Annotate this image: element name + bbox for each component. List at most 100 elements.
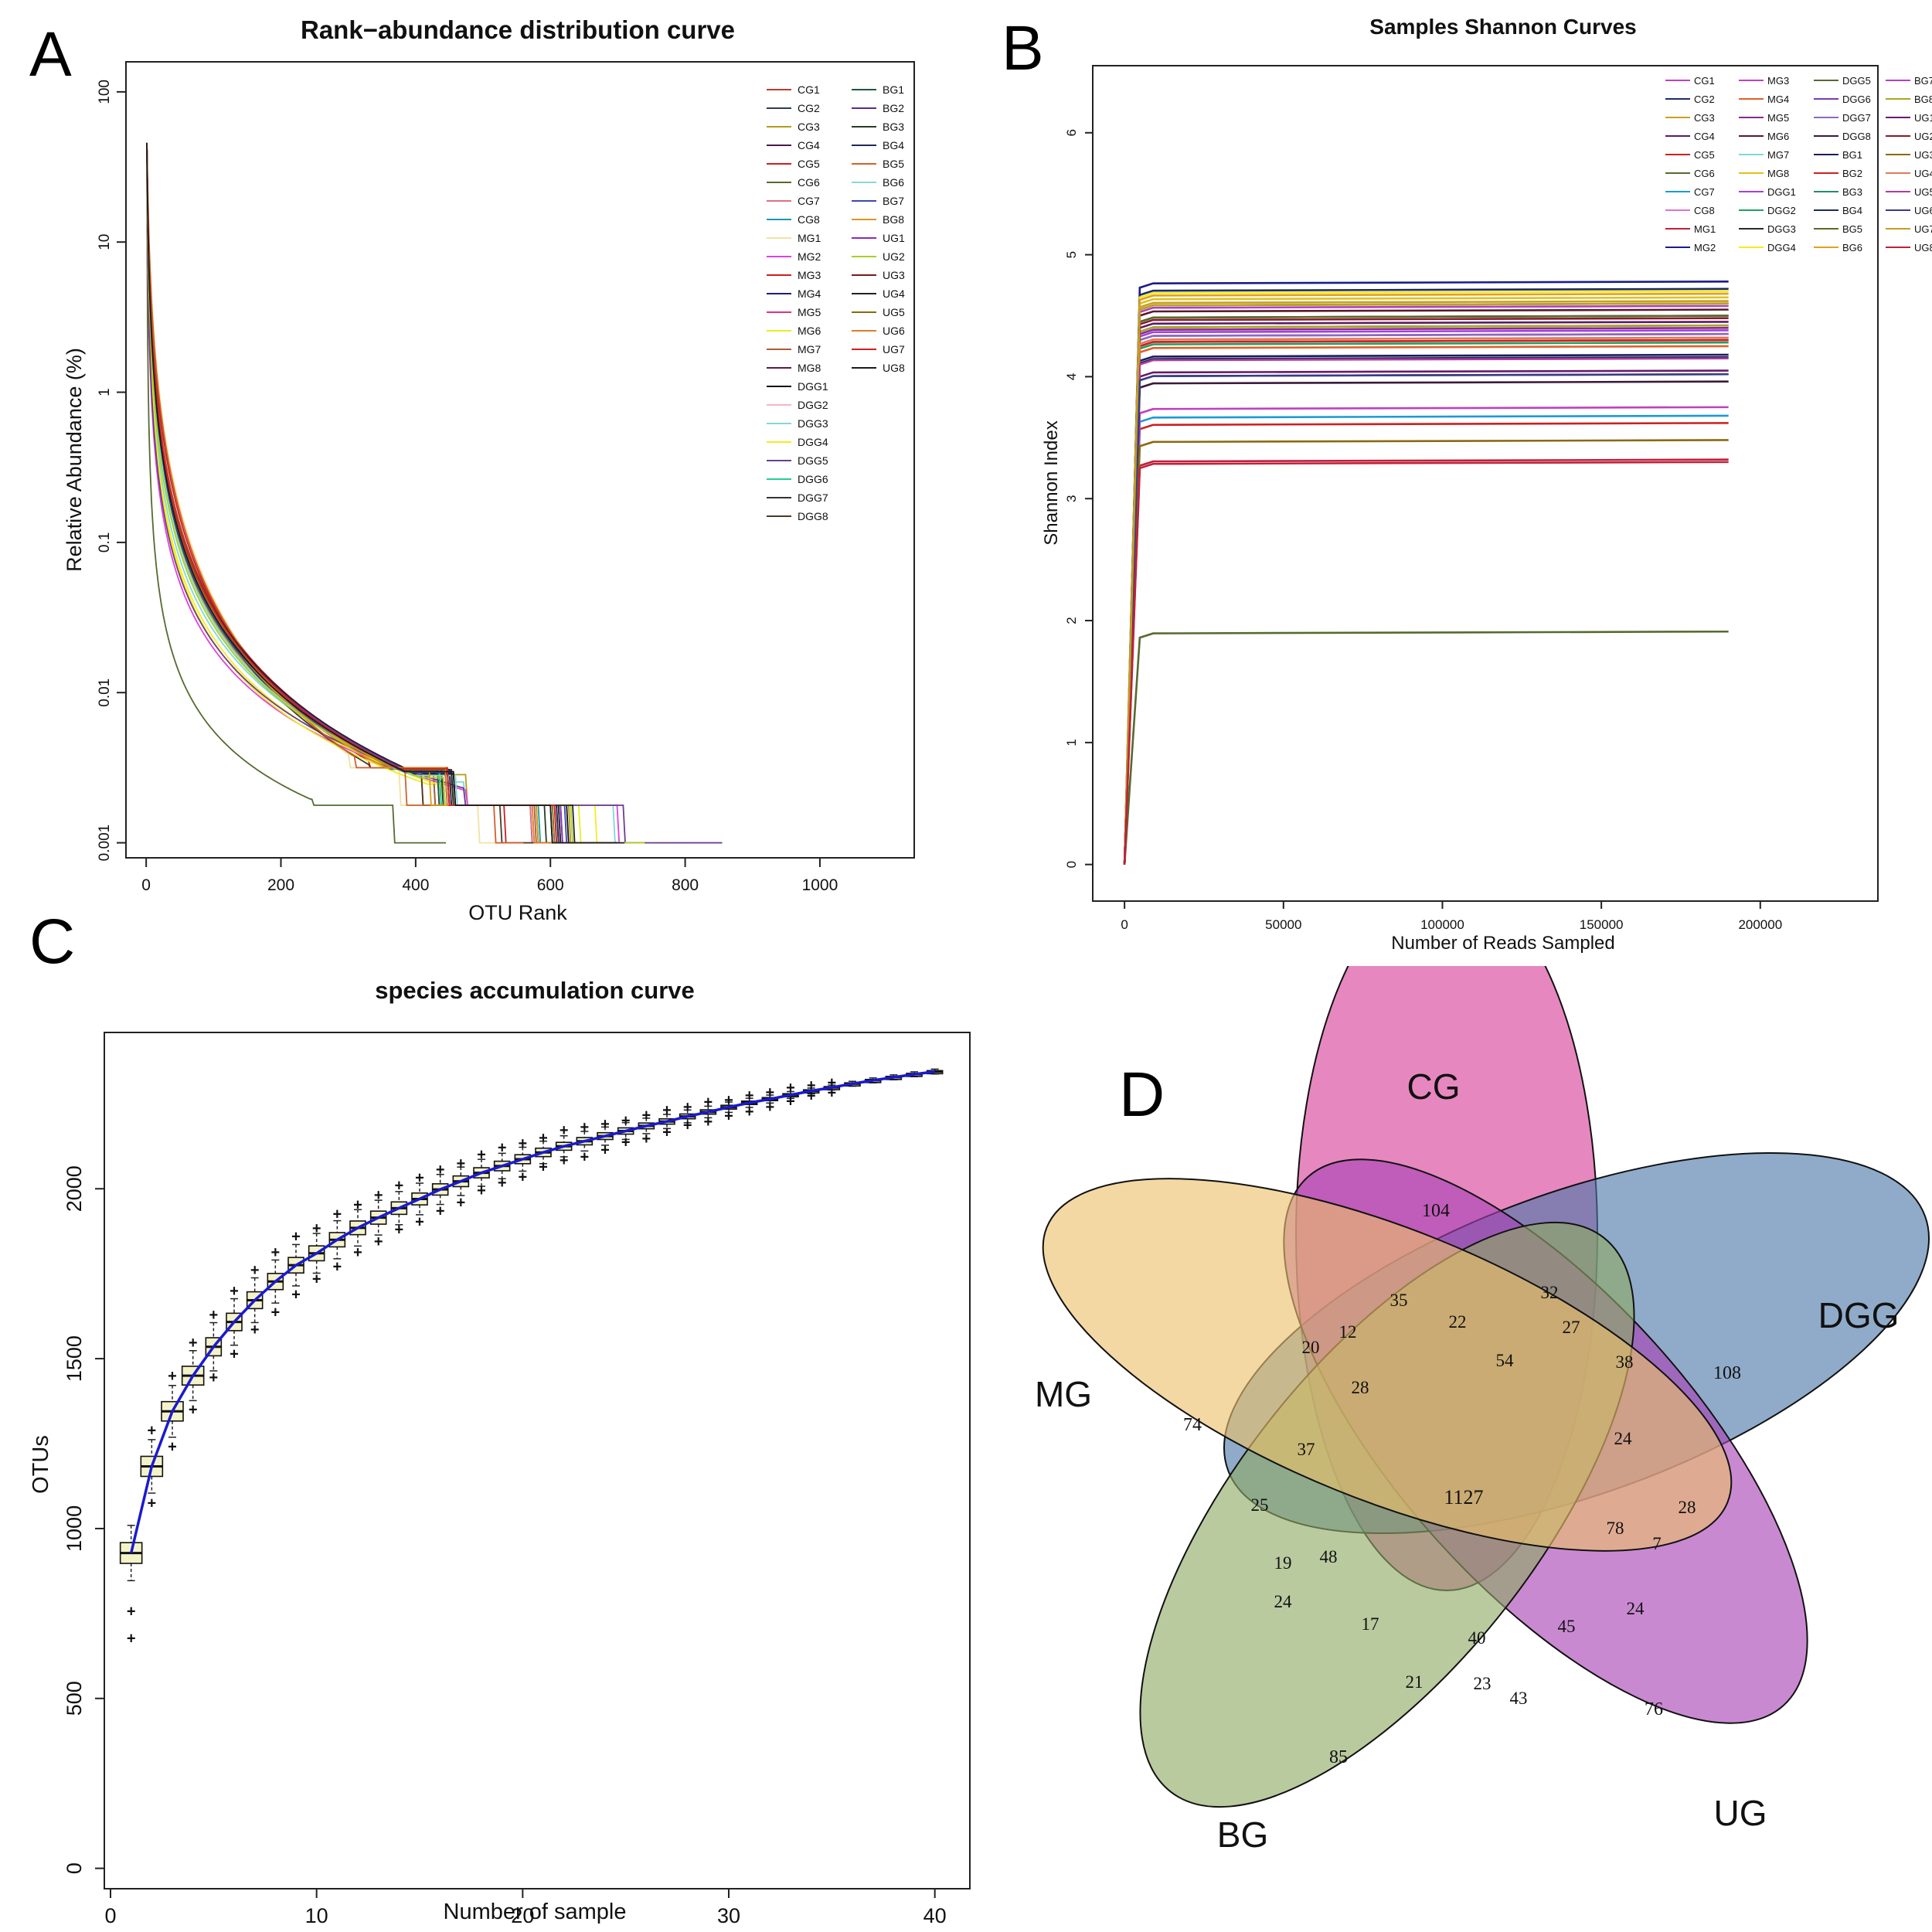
- chart-a-y-label: Relative Abundance (%): [63, 348, 86, 572]
- chart-c-outlier: +: [498, 1139, 507, 1156]
- chart-c-y-tick-label: 2000: [63, 1165, 86, 1212]
- chart-a-legend-label: MG1: [798, 232, 821, 244]
- chart-c-outlier: +: [127, 1631, 136, 1648]
- chart-c-outlier: +: [270, 1304, 280, 1321]
- chart-a-x-label: OTU Rank: [468, 901, 567, 924]
- chart-b-series-line: [1123, 422, 1729, 865]
- chart-b-legend-label: MG6: [1767, 131, 1789, 142]
- chart-a-y-tick-label: 10: [97, 234, 113, 250]
- chart-c-outlier: +: [560, 1152, 569, 1169]
- venn-region-54: 54: [1496, 1351, 1515, 1370]
- chart-a-series-line: [146, 142, 584, 844]
- venn-region-40: 40: [1468, 1628, 1486, 1648]
- chart-c-outlier: +: [683, 1099, 692, 1116]
- chart-a-legend-label: UG4: [883, 287, 905, 300]
- species-accumulation-chart: species accumulation curve +++++++++++++…: [29, 977, 971, 1927]
- chart-a-legend-label: MG2: [798, 250, 821, 263]
- venn-label-bg: BG: [1217, 1815, 1268, 1855]
- chart-a-legend-label: MG7: [798, 343, 821, 355]
- chart-a-y-tick-label: 1: [97, 388, 113, 396]
- chart-a-series-line: [146, 142, 611, 844]
- chart-c-y-tick-label: 1000: [63, 1505, 86, 1552]
- chart-b-legend-label: UG4: [1914, 168, 1932, 179]
- chart-b-y-tick-label: 5: [1064, 251, 1079, 258]
- venn-region-35: 35: [1390, 1291, 1408, 1310]
- chart-c-outlier: +: [621, 1113, 631, 1130]
- venn-label-mg: MG: [1035, 1374, 1092, 1414]
- chart-c-outlier: +: [724, 1107, 733, 1124]
- chart-c-outlier: +: [827, 1085, 836, 1102]
- chart-a-legend-label: UG1: [883, 232, 905, 244]
- chart-b-legend-label: UG7: [1914, 223, 1932, 235]
- chart-c-outlier: +: [641, 1107, 651, 1124]
- chart-b-legend-label: UG3: [1914, 149, 1932, 161]
- chart-b-legend-label: MG4: [1767, 94, 1789, 105]
- chart-b-legend-label: MG7: [1767, 149, 1789, 161]
- chart-c-y-tick-label: 1500: [63, 1335, 86, 1382]
- chart-b-series-line: [1123, 380, 1729, 865]
- panel-label-a: A: [29, 19, 72, 90]
- chart-a-legend-label: CG3: [798, 121, 820, 133]
- chart-c-outlier: +: [353, 1197, 362, 1214]
- chart-a-legend-label: DGG2: [798, 399, 828, 411]
- chart-c-outlier: +: [807, 1077, 816, 1094]
- chart-a-legend: CG1 CG2 CG3 CG4 CG5 CG6 CG7 CG8 MG1 MG2 MG3 MG4 MG5 M…: [767, 83, 905, 522]
- chart-c-outlier: +: [270, 1244, 280, 1261]
- chart-b-legend-label: UG2: [1914, 131, 1932, 142]
- venn-region-center: 1127: [1444, 1486, 1483, 1509]
- chart-b-series-line: [1123, 315, 1729, 865]
- chart-c-outlier: +: [518, 1135, 527, 1152]
- chart-c-outlier: +: [786, 1093, 795, 1110]
- chart-a-legend-label: UG3: [883, 269, 905, 281]
- chart-b-series-line: [1123, 302, 1729, 865]
- chart-c-outlier: +: [394, 1178, 403, 1195]
- chart-c-outlier: +: [456, 1195, 465, 1212]
- chart-a-legend-label: BG2: [883, 102, 904, 114]
- chart-c-outlier: +: [498, 1175, 507, 1192]
- chart-b-legend-label: DGG4: [1767, 242, 1796, 253]
- chart-b-series-line: [1123, 458, 1729, 865]
- chart-b-legend-label: DGG3: [1767, 223, 1796, 235]
- chart-b-series-line: [1123, 353, 1729, 865]
- chart-b-y-label: Shannon Index: [1041, 420, 1062, 545]
- chart-a-series-line: [146, 142, 447, 844]
- chart-b-y-tick-label: 2: [1064, 617, 1079, 624]
- chart-b-series-group: [1123, 281, 1729, 865]
- chart-a-legend-label: DGG8: [798, 510, 828, 522]
- chart-a-legend-label: UG5: [883, 306, 905, 318]
- venn-region-28b: 28: [1352, 1378, 1369, 1397]
- chart-a-legend-label: BG5: [883, 158, 904, 170]
- chart-c-outlier: +: [641, 1131, 651, 1148]
- chart-a-x-tick-label: 400: [402, 876, 429, 894]
- chart-b-series-line: [1123, 372, 1729, 865]
- chart-b-legend-label: UG5: [1914, 186, 1932, 198]
- venn-region-7: 7: [1652, 1534, 1662, 1553]
- chart-c-outlier: +: [600, 1142, 610, 1159]
- chart-a-legend-label: MG3: [798, 269, 821, 281]
- venn-region-mg-only: 74: [1183, 1415, 1202, 1435]
- chart-a-x-tick-label: 200: [267, 876, 294, 894]
- chart-b-legend-label: BG5: [1842, 223, 1862, 235]
- chart-a-legend-label: CG7: [798, 195, 820, 207]
- chart-b-legend-label: UG6: [1914, 205, 1932, 216]
- chart-a-legend-label: DGG6: [798, 473, 828, 485]
- chart-a-y-tick-label: 0.1: [97, 532, 113, 553]
- panel-label-d: D: [1119, 1060, 1165, 1130]
- chart-b-x-label: Number of Reads Sampled: [1391, 933, 1614, 954]
- chart-a-legend-label: DGG3: [798, 417, 828, 430]
- chart-b-legend-label: MG8: [1767, 168, 1789, 179]
- chart-a-x-ticks: 0 200 400 600 800 1000: [141, 858, 838, 894]
- chart-b-series-line: [1123, 369, 1729, 865]
- venn-region-24a: 24: [1614, 1429, 1633, 1448]
- chart-c-outlier: +: [518, 1169, 527, 1186]
- chart-b-series-line: [1123, 317, 1729, 865]
- chart-b-legend-label: BG1: [1842, 149, 1862, 161]
- venn-region-19: 19: [1274, 1553, 1292, 1573]
- chart-c-outlier: +: [745, 1087, 754, 1104]
- chart-a-series-line: [146, 142, 604, 844]
- chart-c-outlier: +: [374, 1187, 383, 1204]
- chart-a-series-line: [146, 142, 685, 844]
- venn-region-38: 38: [1616, 1352, 1634, 1372]
- chart-b-legend-label: DGG2: [1767, 205, 1796, 216]
- chart-b-x-tick-label: 0: [1121, 917, 1128, 932]
